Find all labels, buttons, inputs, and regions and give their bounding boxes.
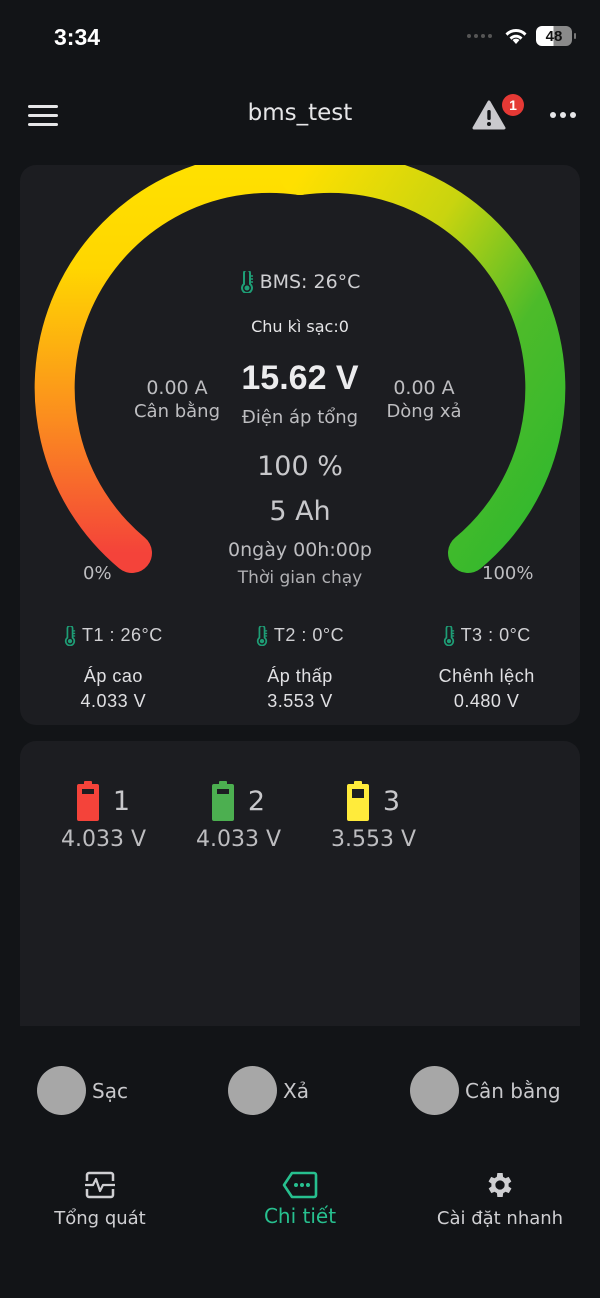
- battery-indicator: 48: [536, 26, 576, 46]
- discharge-current: 0.00 A Dòng xả: [386, 377, 462, 422]
- gear-icon: [488, 1173, 512, 1197]
- bms-temperature-text: BMS: 26°C: [259, 271, 361, 293]
- thermometer-icon: [443, 625, 454, 646]
- stat-voltage-difference: T3 : 0°C Chênh lệch 0.480 V: [438, 625, 535, 711]
- soc-gauge-arc: [34, 165, 566, 573]
- gauge-min-label: 0%: [83, 563, 112, 584]
- total-voltage-label: Điện áp tổng: [241, 407, 359, 428]
- cell-item: 2 4.033 V: [171, 781, 306, 852]
- status-indicators: Sạc Xả Cân bằng: [0, 1066, 600, 1118]
- indicator-dot-icon: [410, 1066, 459, 1115]
- gauge-card: BMS: 26°C Chu kì sạc:0 15.62 V Điện áp t…: [20, 165, 580, 725]
- more-icon: [550, 112, 556, 118]
- temp-sensor-t1: T1 : 26°C: [81, 625, 163, 645]
- tab-overview[interactable]: Tổng quát: [0, 1168, 200, 1229]
- runtime-label: Thời gian chạy: [237, 568, 363, 588]
- thermometer-icon: [256, 625, 268, 646]
- stat-low-voltage: T2 : 0°C Áp thấp 3.553 V: [207, 625, 394, 712]
- indicator-dot-icon: [228, 1066, 277, 1115]
- tag-more-icon: [282, 1171, 318, 1199]
- alerts-button[interactable]: 1: [472, 94, 524, 132]
- balance-indicator[interactable]: Cân bằng: [410, 1066, 561, 1115]
- cell-voltage: 4.033 V: [60, 827, 147, 852]
- hamburger-icon: [28, 105, 58, 108]
- charge-indicator[interactable]: Sạc: [37, 1066, 128, 1115]
- temp-sensor-t3: T3 : 0°C: [460, 625, 531, 645]
- indicator-dot-icon: [37, 1066, 86, 1115]
- runtime: 0ngày 00h:00p: [228, 539, 372, 561]
- pulse-monitor-icon: [85, 1171, 115, 1199]
- cellular-signal-icon: [467, 34, 492, 38]
- thermometer-icon: [240, 271, 253, 293]
- cell-item: 3 3.553 V: [306, 781, 441, 852]
- more-options-button[interactable]: [550, 112, 576, 118]
- cells-card: 1 4.033 V 2 4.033 V 3 3.553 V: [20, 741, 580, 1026]
- stats-row: T1 : 26°C Áp cao 4.033 V T2 : 0°C Áp thấ…: [20, 625, 580, 712]
- cell-voltage: 3.553 V: [330, 827, 417, 852]
- alert-count-badge: 1: [502, 94, 524, 116]
- state-of-charge: 100 %: [257, 451, 343, 482]
- cell-item: 1 4.033 V: [36, 781, 171, 852]
- thermometer-icon: [64, 625, 76, 646]
- status-icons: 48: [467, 26, 576, 46]
- cell-list: 1 4.033 V 2 4.033 V 3 3.553 V: [36, 781, 441, 852]
- warning-icon: [472, 100, 506, 130]
- bottom-tab-bar: Tổng quát Chi tiết Cài đặt nhanh: [0, 1168, 600, 1238]
- status-time: 3:34: [54, 24, 101, 50]
- gauge-max-label: 100%: [482, 563, 534, 584]
- page-title: bms_test: [247, 100, 353, 126]
- battery-cell-icon: [346, 781, 369, 821]
- stat-high-voltage: T1 : 26°C Áp cao 4.033 V: [20, 625, 207, 712]
- charge-cycles: Chu kì sạc:0: [251, 317, 349, 336]
- tab-details[interactable]: Chi tiết: [200, 1168, 400, 1228]
- menu-button[interactable]: [28, 105, 58, 127]
- bms-temperature: BMS: 26°C: [20, 271, 580, 293]
- discharge-indicator[interactable]: Xả: [228, 1066, 309, 1115]
- temp-sensor-t2: T2 : 0°C: [273, 625, 345, 645]
- tab-quick-settings[interactable]: Cài đặt nhanh: [400, 1168, 600, 1229]
- capacity: 5 Ah: [269, 496, 331, 527]
- battery-cell-icon: [211, 781, 234, 821]
- wifi-icon: [505, 29, 527, 44]
- balance-current: 0.00 A Cân bằng: [133, 377, 221, 422]
- cell-voltage: 4.033 V: [195, 827, 282, 852]
- total-voltage: 15.62 V: [241, 359, 359, 397]
- battery-cell-icon: [76, 781, 99, 821]
